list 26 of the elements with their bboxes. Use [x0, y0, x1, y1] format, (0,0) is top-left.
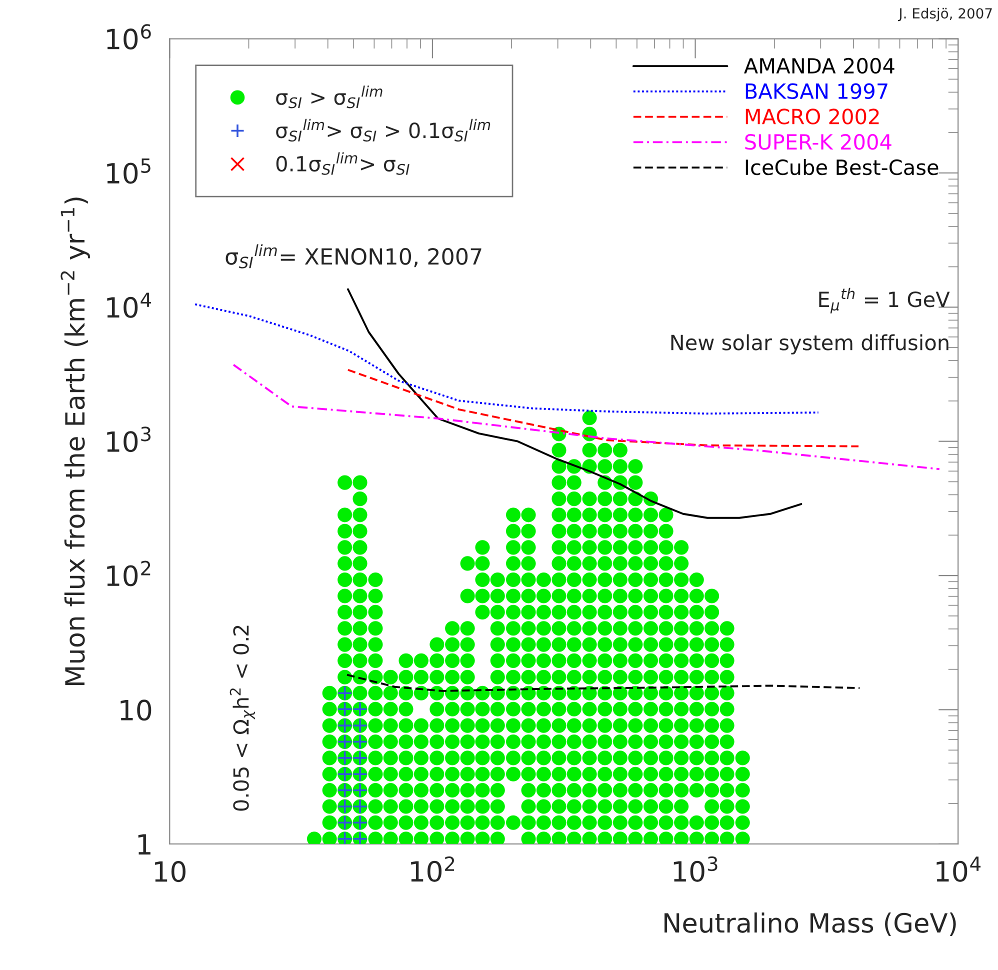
x-tick-label: 10$^{2}$	[411, 856, 454, 882]
y-tick-label: 10$^{6}$	[107, 24, 151, 50]
y-tick-label: 10$^{4}$	[107, 292, 151, 318]
y-tick-label: 10$^{3}$	[107, 426, 151, 452]
legend-label: σ$_{SI}$ > σ$_{SI}$$^{lim}$	[276, 86, 382, 108]
y-axis-title: Muon flux from the Earth (km$^{−2}$ yr$^{−1}$)	[60, 198, 90, 685]
x-tick-label: 10$^{3}$	[674, 856, 718, 882]
legend-label: AMANDA 2004	[744, 58, 894, 74]
x-tick-label: 10	[155, 861, 186, 882]
x-tick-label: 10$^{4}$	[936, 856, 981, 882]
annotation: 0.05 < Ω$_{χ}$h$^{2}$ < 0.2	[230, 626, 256, 811]
legend-label: 0.1σ$_{SI}$$^{lim}$> σ$_{SI}$	[276, 152, 410, 175]
x-axis-title: Neutralino Mass (GeV)	[664, 912, 956, 936]
annotation: E$_{μ}$$^{th}$ = 1 GeV	[819, 288, 950, 314]
legend-label: SUPER-K 2004	[745, 134, 892, 150]
annotation: New solar system diffusion	[671, 334, 948, 354]
annotation: σ$_{SI}$$^{lim}$= XENON10, 2007	[226, 244, 482, 268]
legend-label: σ$_{SI}$$^{lim}$> σ$_{SI}$ > 0.1σ$_{SI}$$^{lim}$	[276, 118, 490, 142]
y-tick-label: 1	[138, 834, 150, 854]
legend-label: BAKSAN 1997	[746, 83, 888, 100]
y-tick-label: 10$^{2}$	[107, 560, 150, 586]
y-tick-label: 10$^{5}$	[107, 158, 150, 184]
y-tick-label: 10	[120, 700, 152, 721]
text: J. Edsjö, 2007	[898, 8, 992, 22]
legend-label: MACRO 2002	[746, 108, 879, 124]
legend-label: IceCube Best-Case	[746, 159, 938, 176]
